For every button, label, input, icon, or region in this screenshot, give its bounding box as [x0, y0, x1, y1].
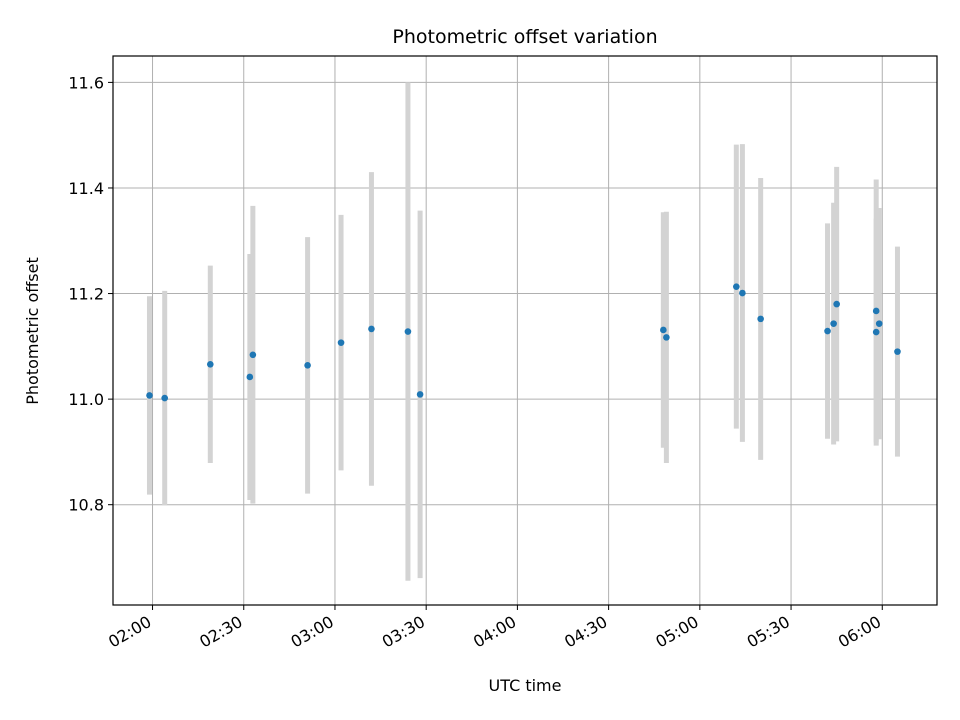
data-point: [833, 300, 840, 308]
x-tick-label: 03:30: [379, 612, 428, 652]
x-tick-label: 05:00: [652, 612, 701, 652]
data-point: [206, 360, 214, 368]
x-axis-label: UTC time: [489, 676, 562, 695]
x-tick-label: 06:00: [835, 612, 884, 652]
y-tick-label: 11.0: [68, 390, 104, 409]
data-point: [739, 289, 746, 297]
x-tick-label: 04:30: [561, 612, 610, 652]
data-point: [824, 327, 831, 335]
data-point: [304, 362, 311, 369]
x-tick-label: 02:00: [105, 612, 154, 652]
data-point: [161, 394, 168, 402]
grid: [113, 56, 937, 605]
errorbars: [146, 82, 900, 581]
data-point: [337, 339, 345, 346]
data-point: [368, 325, 375, 333]
data-point: [146, 392, 153, 399]
data-point: [663, 334, 670, 341]
x-tick-label: 02:30: [196, 612, 245, 652]
x-tick-label: 03:00: [288, 612, 337, 652]
y-tick-label: 10.8: [68, 496, 104, 515]
y-tick-label: 11.4: [68, 179, 104, 198]
data-point: [660, 326, 667, 334]
data-point: [894, 348, 901, 355]
data-point: [757, 315, 764, 323]
chart-title: Photometric offset variation: [392, 26, 657, 48]
y-tick-label: 11.2: [68, 285, 104, 304]
data-point: [404, 328, 412, 335]
data-point: [872, 307, 880, 315]
data-point: [875, 320, 883, 327]
plot-frame: [112, 55, 938, 606]
data-point: [872, 328, 880, 336]
y-axis-label: Photometric offset: [23, 257, 42, 405]
x-tick-label: 04:00: [470, 612, 519, 652]
data-point: [246, 373, 254, 381]
data-point: [416, 391, 424, 398]
data-point: [733, 283, 740, 290]
data-point: [249, 351, 257, 359]
y-tick-label: 11.6: [68, 73, 104, 92]
data-points: [146, 283, 901, 402]
x-tick-label: 05:30: [744, 612, 793, 652]
data-point: [830, 320, 837, 327]
